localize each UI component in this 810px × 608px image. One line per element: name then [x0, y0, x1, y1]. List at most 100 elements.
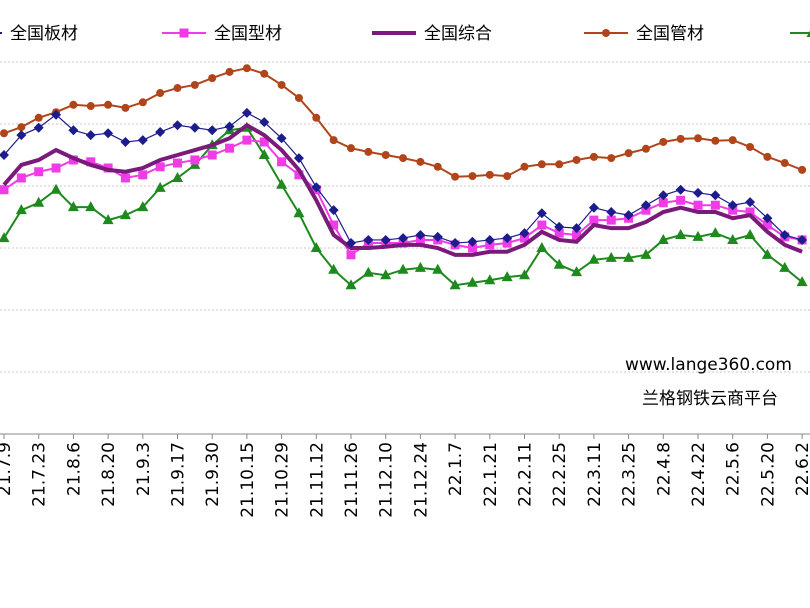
- diamond-marker: [536, 208, 547, 219]
- square-marker: [259, 137, 269, 147]
- x-tick-label: 22.4.8: [654, 442, 674, 496]
- triangle-marker: [623, 251, 635, 262]
- circle-marker: [225, 67, 234, 76]
- circle-marker: [659, 137, 668, 146]
- triangle-marker: [15, 204, 27, 215]
- legend-item: 全国型材: [162, 24, 282, 44]
- circle-marker: [485, 170, 494, 179]
- square-marker: [676, 195, 686, 205]
- triangle-marker: [276, 178, 288, 189]
- triangle-marker: [727, 233, 739, 244]
- triangle-marker: [328, 263, 340, 274]
- square-marker: [329, 220, 339, 230]
- triangle-marker: [67, 201, 79, 212]
- diamond-marker: [276, 133, 287, 144]
- diamond-marker: [554, 221, 565, 232]
- diamond-marker: [588, 202, 599, 213]
- x-tick-label: 21.8.6: [64, 442, 84, 496]
- square-marker: [155, 162, 165, 172]
- circle-marker: [173, 84, 182, 93]
- diamond-marker: [797, 234, 808, 245]
- square-marker: [207, 150, 217, 160]
- x-tick-label: 21.9.17: [169, 442, 189, 507]
- legend-item: 全国管材: [584, 24, 704, 44]
- diamond-marker: [606, 207, 617, 218]
- diamond-marker: [0, 150, 9, 160]
- circle-marker: [242, 64, 251, 73]
- triangle-marker: [806, 30, 810, 37]
- x-tick-label: 22.6.2: [793, 442, 810, 496]
- triangle-marker: [605, 251, 617, 262]
- diamond-marker: [155, 127, 166, 138]
- square-marker: [572, 230, 582, 240]
- x-tick-label: 21.12.24: [411, 442, 431, 518]
- diamond-marker: [241, 107, 252, 118]
- square-marker: [554, 228, 564, 238]
- triangle-marker: [796, 276, 808, 287]
- triangle-marker: [640, 248, 652, 259]
- diamond-marker: [762, 213, 773, 224]
- circle-marker: [34, 113, 43, 122]
- x-tick-label: 21.8.20: [99, 442, 119, 507]
- diamond-marker: [293, 153, 304, 164]
- circle-marker: [0, 129, 8, 138]
- circle-marker: [17, 123, 26, 132]
- legend-label: 全国管材: [636, 24, 704, 44]
- circle-marker: [138, 98, 147, 107]
- square-marker: [120, 173, 130, 183]
- triangle-marker: [553, 258, 565, 269]
- square-marker: [179, 28, 189, 38]
- diamond-marker: [450, 238, 461, 249]
- circle-marker: [468, 172, 477, 181]
- diamond-marker: [432, 231, 443, 242]
- legend-label: 全国综合: [424, 24, 492, 44]
- x-tick-label: 22.1.7: [446, 442, 466, 496]
- circle-marker: [260, 69, 269, 78]
- square-marker: [225, 143, 235, 153]
- diamond-marker: [640, 200, 651, 211]
- square-marker: [693, 200, 703, 210]
- circle-marker: [520, 162, 529, 171]
- circle-marker: [624, 149, 633, 158]
- x-tick-label: 22.3.25: [620, 442, 640, 507]
- diamond-marker: [259, 117, 270, 128]
- circle-marker: [208, 74, 217, 83]
- legend-background: [0, 0, 810, 58]
- diamond-marker: [85, 130, 96, 141]
- triangle-marker: [501, 271, 513, 282]
- legend-item: [790, 30, 810, 37]
- square-marker: [34, 167, 44, 177]
- diamond-marker: [137, 135, 148, 146]
- x-tick-label: 21.10.29: [273, 442, 293, 518]
- square-marker: [589, 215, 599, 225]
- diamond-marker: [51, 109, 62, 120]
- circle-marker: [451, 172, 460, 181]
- triangle-marker: [744, 228, 756, 239]
- square-marker: [745, 207, 755, 217]
- diamond-marker: [380, 234, 391, 245]
- square-marker: [294, 170, 304, 180]
- diamond-marker: [16, 130, 27, 141]
- circle-marker: [641, 144, 650, 153]
- diamond-marker: [346, 238, 356, 249]
- series-line: [2, 122, 803, 257]
- x-tick-label: 22.5.20: [758, 442, 778, 507]
- triangle-marker: [466, 276, 478, 287]
- triangle-marker: [432, 263, 444, 274]
- diamond-marker: [779, 229, 790, 240]
- diamond-marker: [658, 190, 669, 201]
- circle-marker: [607, 154, 616, 163]
- watermark-name: 兰格钢铁云商平台: [642, 389, 778, 409]
- diamond-marker: [502, 233, 513, 244]
- square-marker: [277, 157, 287, 167]
- triangle-marker: [85, 201, 97, 212]
- circle-marker: [555, 160, 564, 169]
- square-marker: [537, 220, 547, 230]
- circle-marker: [364, 147, 373, 156]
- circle-marker: [399, 154, 408, 163]
- x-tick-label: 21.7.23: [30, 442, 50, 507]
- watermark-url: www.lange360.com: [625, 355, 792, 375]
